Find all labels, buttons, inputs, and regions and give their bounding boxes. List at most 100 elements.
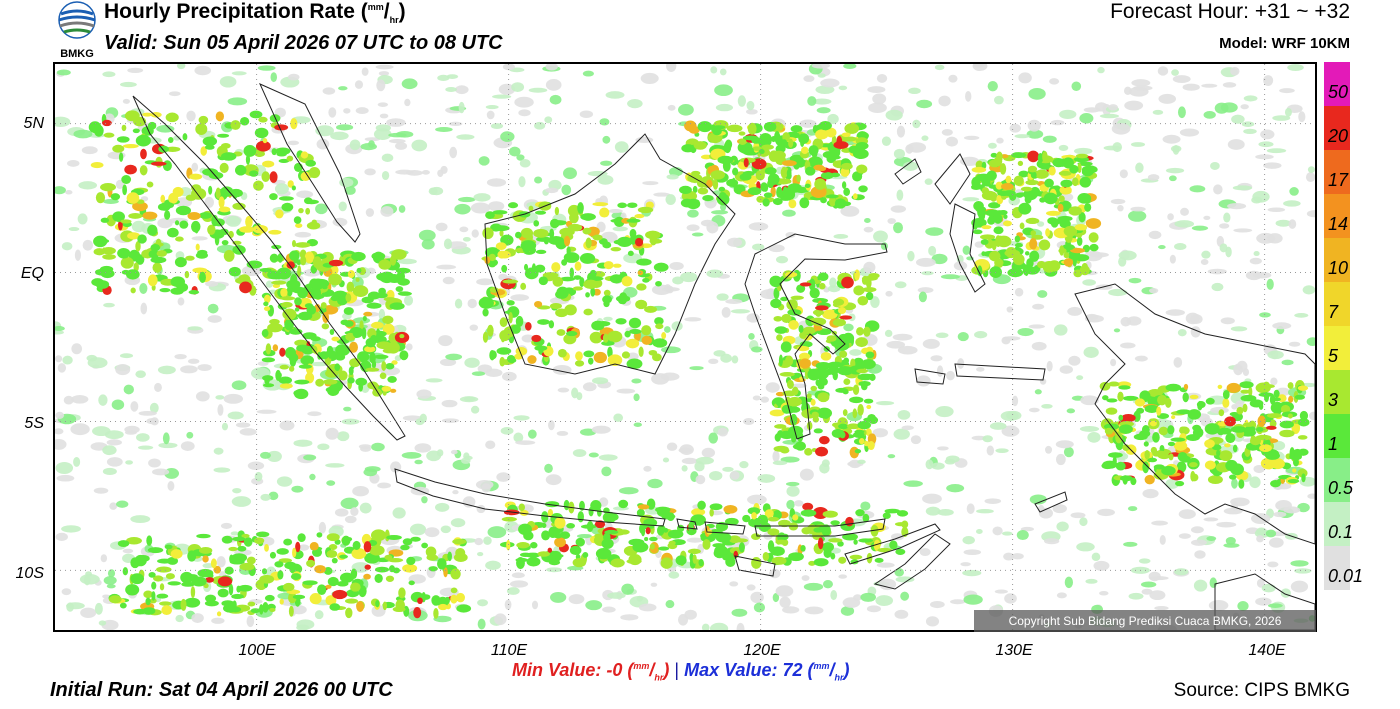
rain-cell <box>1236 406 1244 415</box>
rain-cell <box>875 401 895 406</box>
rain-cell <box>775 255 789 264</box>
rain-cell <box>780 456 800 463</box>
rain-cell <box>358 444 372 449</box>
rain-cell <box>664 326 671 333</box>
rain-cell <box>1104 427 1114 435</box>
rain-cell <box>230 531 240 536</box>
map-canvas <box>55 64 1315 630</box>
rain-cell <box>780 447 790 454</box>
rain-cell <box>55 461 74 474</box>
rain-cell <box>485 105 499 110</box>
legend-label: 0.01 <box>1328 565 1364 586</box>
rain-cell <box>1147 457 1158 463</box>
rain-cell <box>548 420 555 431</box>
rain-cell <box>981 251 986 257</box>
rain-cell <box>1068 355 1081 366</box>
rain-cell <box>786 379 794 389</box>
rain-cell <box>231 496 252 507</box>
rain-cell <box>1235 400 1245 410</box>
rain-cell <box>633 422 642 427</box>
rain-cell <box>782 209 796 217</box>
rain-cell <box>187 358 200 364</box>
legend-swatch <box>1324 326 1350 371</box>
rain-cell <box>582 70 594 77</box>
rain-cell <box>660 372 680 381</box>
rain-cell <box>314 610 324 620</box>
rain-cell <box>270 72 278 83</box>
rain-cell <box>1179 426 1187 432</box>
rain-cell <box>344 320 354 327</box>
rain-cell <box>352 540 361 551</box>
rain-cell <box>288 73 300 81</box>
rain-cell <box>1226 382 1241 393</box>
rain-cell <box>125 584 140 596</box>
rain-cell <box>326 480 336 486</box>
rain-cell <box>811 411 820 419</box>
rain-cell <box>868 416 879 425</box>
rain-cell <box>677 104 694 116</box>
rain-cell <box>925 459 934 470</box>
rain-cell <box>279 347 286 357</box>
rain-cell <box>55 330 64 335</box>
rain-cell <box>832 318 846 327</box>
rain-cell <box>617 202 628 209</box>
rain-cell <box>799 197 810 209</box>
rain-cell <box>447 241 468 250</box>
rain-cell <box>607 346 613 358</box>
rain-cell <box>1052 157 1065 168</box>
rain-cell <box>746 108 758 115</box>
rain-cell <box>264 594 275 602</box>
rain-cell <box>843 323 854 332</box>
rain-cell <box>811 64 831 69</box>
rain-cell <box>375 600 380 608</box>
rain-cell <box>856 164 868 174</box>
rain-cell <box>287 140 300 146</box>
rain-cell <box>269 318 280 325</box>
rain-cell <box>981 225 992 230</box>
rain-cell <box>395 286 404 292</box>
rain-cell <box>583 279 599 289</box>
rain-cell <box>632 541 649 553</box>
rain-cell <box>582 551 589 558</box>
rain-cell <box>1279 88 1295 94</box>
rain-cell <box>322 87 336 95</box>
rain-cell <box>126 192 140 204</box>
rain-cell <box>987 81 998 92</box>
rain-cell <box>119 602 127 609</box>
rain-cell <box>574 261 582 271</box>
min-max-values: Min Value: -0 (mm/hr) | Max Value: 72 (m… <box>512 660 850 683</box>
rain-cell <box>258 116 268 123</box>
rain-cell <box>515 440 536 445</box>
rain-cell <box>780 341 792 353</box>
rain-cell <box>1099 590 1109 596</box>
rain-cell <box>1220 317 1235 325</box>
rain-cell <box>896 125 906 138</box>
rain-cell <box>1111 123 1131 135</box>
rain-cell <box>492 94 512 99</box>
rain-cell <box>695 474 706 485</box>
rain-cell <box>371 321 384 329</box>
rain-cell <box>618 487 639 495</box>
rain-cell <box>1115 461 1126 471</box>
rain-cell <box>884 329 893 338</box>
rain-cell <box>68 227 80 232</box>
rain-cell <box>1019 222 1025 230</box>
rain-cell <box>799 282 812 287</box>
rain-cell <box>697 514 703 526</box>
rain-cell <box>482 227 494 240</box>
rain-cell <box>83 574 91 586</box>
rain-cell <box>515 347 528 356</box>
rain-cell <box>200 146 208 156</box>
rain-cell <box>580 213 596 221</box>
rain-cell <box>1045 210 1061 216</box>
rain-cell <box>1052 504 1067 514</box>
rain-cell <box>577 202 584 214</box>
legend-label: 5 <box>1328 345 1339 366</box>
rain-cell <box>1223 507 1243 515</box>
rain-cell <box>326 549 338 558</box>
rain-cell <box>363 573 371 580</box>
rain-cell <box>962 535 975 545</box>
rain-cell <box>361 67 369 76</box>
rain-cell <box>579 110 594 118</box>
rain-cell <box>1301 473 1306 483</box>
